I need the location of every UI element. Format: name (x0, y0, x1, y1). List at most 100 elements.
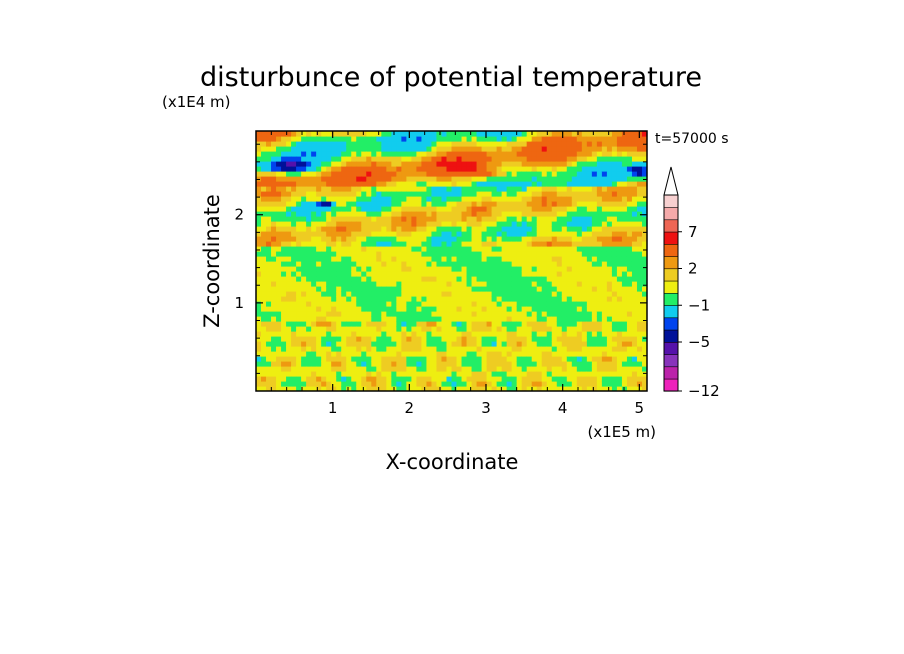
field-cell (521, 136, 528, 142)
field-cell (396, 341, 402, 347)
field-cell (631, 266, 638, 272)
field-cell (541, 166, 548, 172)
field-cell (381, 301, 387, 307)
field-cell (641, 256, 647, 262)
field-cell (366, 281, 372, 287)
field-cell (611, 261, 618, 267)
field-cell (596, 166, 603, 172)
field-cell (351, 216, 357, 222)
field-cell (541, 321, 548, 327)
field-cell (571, 331, 578, 337)
field-cell (476, 206, 483, 212)
field-cell (381, 131, 387, 137)
field-cell (591, 196, 598, 202)
field-cell (566, 151, 573, 157)
field-cell (291, 316, 297, 322)
field-cell (441, 131, 448, 137)
field-cell (601, 281, 608, 287)
field-cell (281, 326, 287, 332)
field-cell (551, 376, 558, 382)
field-cell (466, 336, 473, 342)
field-cell (546, 286, 553, 292)
field-cell (366, 216, 372, 222)
field-cell (611, 331, 618, 337)
field-cell (491, 131, 498, 137)
field-cell (316, 161, 322, 167)
field-cell (536, 176, 543, 182)
colorbar-segment (663, 243, 679, 257)
field-cell (476, 231, 483, 237)
field-cell (361, 386, 367, 391)
field-cell (321, 336, 327, 342)
field-cell (326, 381, 332, 387)
field-cell (591, 136, 598, 142)
field-cell (256, 181, 262, 187)
field-cell (481, 351, 488, 357)
field-cell (276, 231, 282, 237)
field-cell (316, 216, 322, 222)
field-cell (511, 281, 518, 287)
field-cell (301, 371, 307, 377)
field-cell (381, 376, 387, 382)
field-cell (396, 286, 402, 292)
field-cell (341, 231, 347, 237)
field-cell (641, 261, 647, 267)
field-cell (411, 156, 418, 162)
field-cell (581, 381, 588, 387)
field-cell (591, 336, 598, 342)
field-cell (261, 131, 267, 137)
field-cell (576, 336, 583, 342)
field-cell (466, 256, 473, 262)
field-cell (606, 266, 613, 272)
field-cell (466, 141, 473, 147)
field-cell (541, 381, 548, 387)
field-cell (406, 201, 412, 207)
field-cell (261, 286, 267, 292)
field-cell (436, 371, 443, 377)
field-cell (511, 376, 518, 382)
field-cell (401, 176, 407, 182)
field-cell (526, 281, 533, 287)
field-cell (286, 326, 292, 332)
field-cell (476, 191, 483, 197)
field-cell (621, 181, 628, 187)
field-cell (271, 341, 277, 347)
field-cell (561, 276, 568, 282)
field-cell (301, 286, 307, 292)
field-cell (271, 151, 277, 157)
field-cell (406, 366, 412, 372)
field-cell (496, 376, 503, 382)
field-cell (321, 156, 327, 162)
field-cell (536, 306, 543, 312)
field-cell (396, 371, 402, 377)
field-cell (581, 136, 588, 142)
field-cell (281, 321, 287, 327)
field-cell (376, 221, 382, 227)
field-cell (491, 191, 498, 197)
field-cell (456, 266, 463, 272)
field-cell (531, 246, 538, 252)
field-cell (596, 346, 603, 352)
field-cell (356, 156, 362, 162)
field-cell (576, 161, 583, 167)
field-cell (276, 226, 282, 232)
field-cell (476, 356, 483, 362)
field-cell (316, 221, 322, 227)
field-cell (396, 351, 402, 357)
field-cell (616, 226, 623, 232)
field-cell (566, 291, 573, 297)
field-cell (386, 206, 392, 212)
field-cell (511, 331, 518, 337)
field-cell (466, 146, 473, 152)
field-cell (536, 321, 543, 327)
field-cell (271, 291, 277, 297)
field-cell (376, 196, 382, 202)
field-cell (306, 131, 312, 137)
field-cell (411, 176, 418, 182)
field-cell (531, 181, 538, 187)
field-cell (481, 181, 488, 187)
field-cell (591, 366, 598, 372)
field-cell (396, 291, 402, 297)
field-cell (556, 266, 563, 272)
field-cell (551, 356, 558, 362)
